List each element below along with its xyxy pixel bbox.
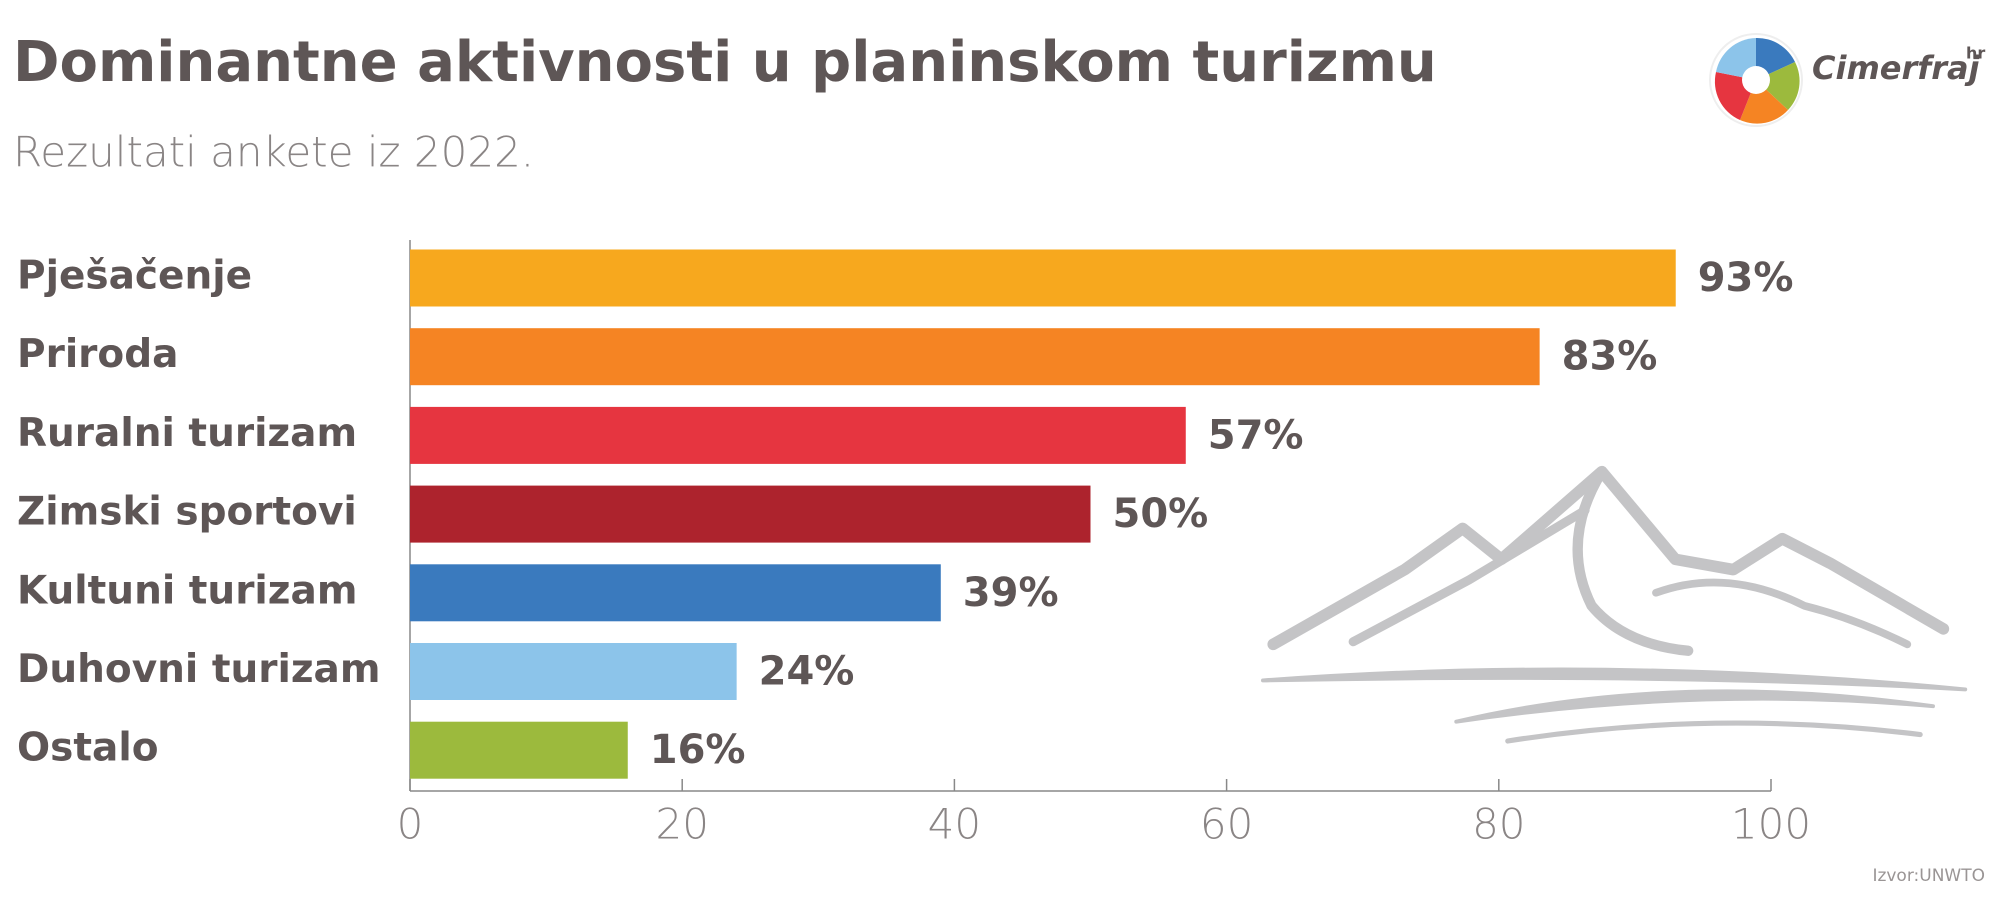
logo-segment [1716,38,1756,80]
mountain-ridge [1652,578,1912,649]
logo-text: Cimerfraj [1812,49,1981,87]
y-tick-label: Pješačenje [17,254,252,299]
y-tick-label: Ostalo [17,726,159,771]
bar [410,564,941,622]
logo-suffix: hr [1966,44,1985,63]
mountain-outline [1267,465,1950,651]
x-tick-label: 60 [1200,800,1253,849]
mountain-ridge [1572,466,1694,656]
mountain-illustration [1260,465,1968,744]
x-tick-label: 100 [1731,800,1811,849]
y-tick-label: Zimski sportovi [17,490,357,535]
bar [410,643,737,700]
value-label: 16% [650,727,746,773]
y-tick-label: Kultuni turizam [17,568,357,613]
value-label: 50% [1113,491,1209,537]
y-tick-label: Ruralni turizam [17,411,357,456]
bar [410,328,1540,386]
mountain-base [1505,720,1923,744]
logo-segment [1756,37,1795,80]
x-tick-label: 40 [928,800,981,849]
x-tick-label: 0 [397,800,424,849]
chart-subtitle: Rezultati ankete iz 2022. [13,128,534,177]
logo: Cimerfraj hr [1709,33,1985,127]
x-tick-label: 80 [1472,800,1525,849]
bar [410,721,628,779]
chart-title: Dominantne aktivnosti u planinskom turiz… [13,30,1437,95]
bar [410,249,1676,307]
mountain-ridge [1348,505,1590,647]
y-tick-label: Duhovni turizam [17,647,381,692]
mountain-base [1454,689,1935,724]
logo-segment [1756,62,1800,110]
value-label: 83% [1562,334,1658,380]
value-label: 39% [963,570,1059,616]
y-tick-label: Priroda [17,332,178,377]
value-label: 24% [759,649,855,695]
value-label: 57% [1208,412,1304,458]
logo-center [1742,66,1770,94]
x-tick-label: 20 [655,800,708,849]
mountain-base [1260,667,1968,692]
value-label: 93% [1698,255,1794,301]
bar [410,485,1091,543]
source-note: Izvor:UNWTO [1872,866,1985,886]
bar [410,406,1186,464]
